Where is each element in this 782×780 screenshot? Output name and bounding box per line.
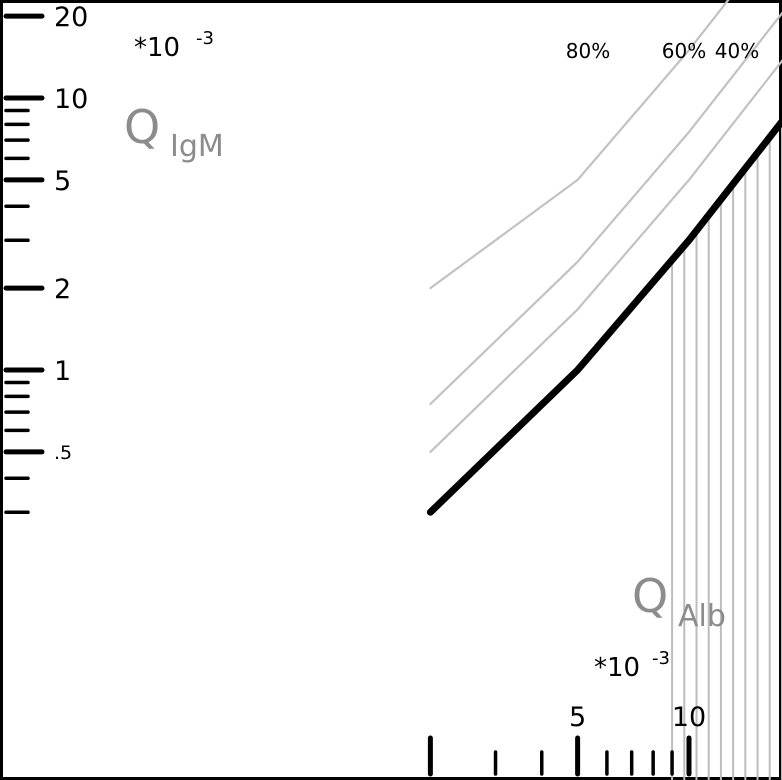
y-axis-ticks: .5125102050100150 (3, 2, 88, 514)
y-tick-label: 20 (54, 2, 88, 33)
curve-label: 40% (715, 39, 759, 63)
y-axis-unit: *10 (134, 33, 180, 63)
y-tick-label: 2 (54, 274, 71, 305)
x-tick-label: 5 (569, 702, 586, 733)
y-axis-title: Q (124, 100, 160, 154)
fraction-curve (429, 0, 730, 290)
reference-curve (426, 115, 782, 516)
x-axis-title: Q (632, 569, 668, 623)
x-tick-label: 10 (672, 702, 706, 733)
fraction-curve (429, 11, 782, 406)
curves (426, 0, 782, 516)
curve-labels: 80% 60% 40% (566, 39, 759, 63)
x-axis-ticks: 5102050100 (427, 702, 706, 777)
x-axis-unit-exponent: -3 (652, 648, 670, 669)
y-tick-label: 10 (54, 84, 88, 115)
y-axis-unit-exponent: -3 (196, 28, 214, 49)
y-tick-label: .5 (54, 442, 72, 464)
fraction-curve (429, 59, 782, 453)
x-axis-unit: *10 (594, 653, 640, 683)
curve-label: 60% (662, 39, 706, 63)
curve-label: 80% (566, 39, 610, 63)
x-axis-title-sub: Alb (678, 599, 726, 634)
y-axis-title-sub: IgM (170, 129, 224, 164)
y-tick-label: 5 (54, 166, 71, 197)
y-tick-label: 1 (54, 356, 71, 387)
